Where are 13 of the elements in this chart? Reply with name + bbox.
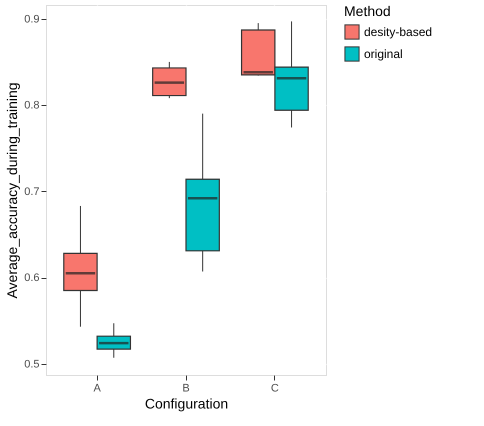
y-tick-label: 0.9 bbox=[24, 13, 40, 26]
legend-title: Method bbox=[344, 3, 391, 19]
x-tick-label: B bbox=[182, 382, 190, 394]
legend-label: original bbox=[364, 47, 403, 61]
y-tick-label: 0.7 bbox=[24, 186, 40, 198]
y-axis-title: Average_accuracy_during_training bbox=[4, 82, 20, 299]
y-tick-label: 0.8 bbox=[24, 100, 40, 112]
y-tick-label: 0.6 bbox=[24, 272, 40, 284]
x-tick-label: C bbox=[270, 382, 279, 394]
x-axis-title: Configuration bbox=[144, 396, 228, 412]
x-tick-label: A bbox=[93, 382, 102, 394]
y-tick-label: 0.5 bbox=[24, 358, 40, 370]
legend-label: desity-based bbox=[364, 25, 432, 39]
